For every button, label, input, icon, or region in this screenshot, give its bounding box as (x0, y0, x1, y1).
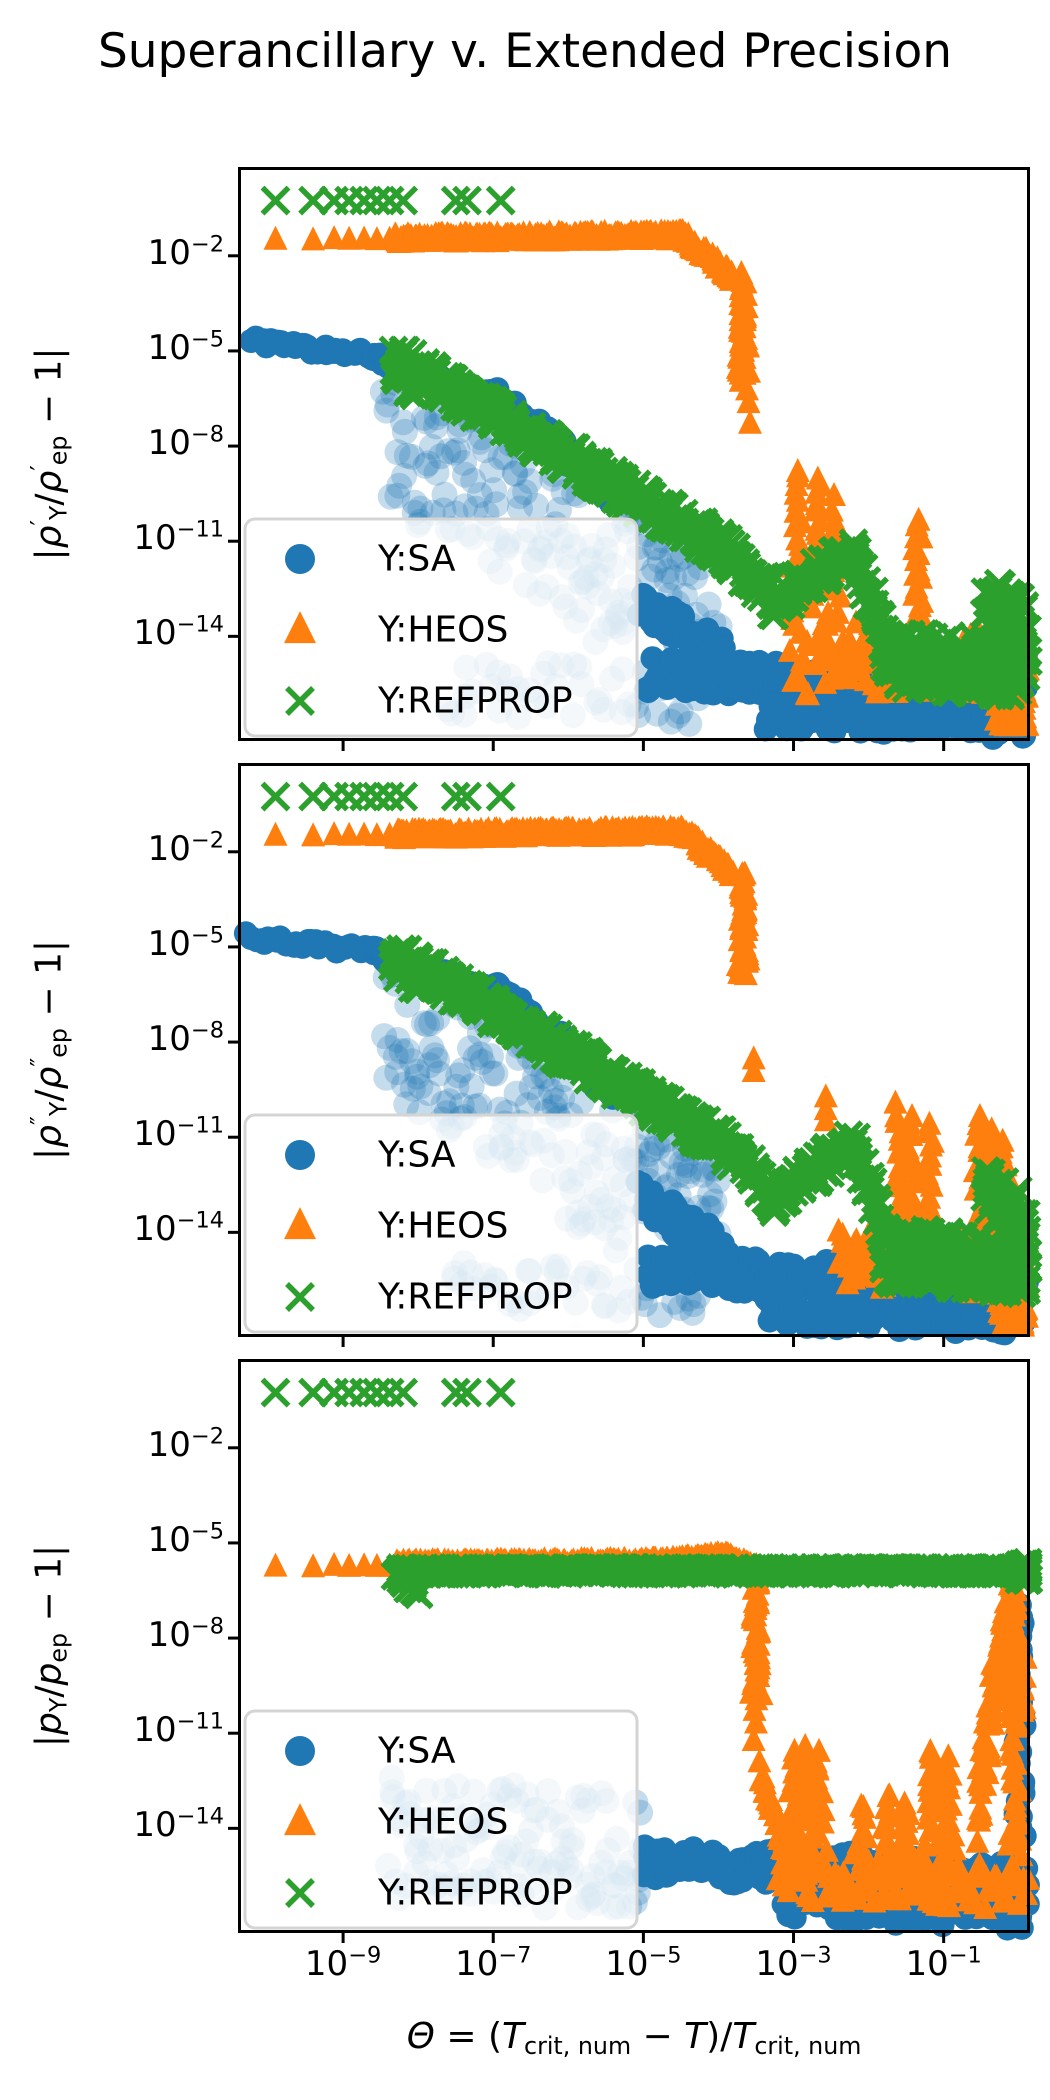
panel-saturated-liquid-density: Y:SA Y:HEOS Y:REFPROP (228, 167, 1043, 751)
x-tick-label: 10−5 (605, 1942, 682, 1984)
y-tick-label: 10−11 (133, 1708, 224, 1751)
legend-label: Y:REFPROP (377, 1277, 573, 1318)
y-tick-label: 10−8 (147, 1613, 224, 1656)
y-axis-label-saturated-liquid-density: |ρ′Y/ρ′ep − 1| (25, 347, 73, 561)
legend-marker-y-sa (285, 1736, 315, 1766)
x-tick-label: 10−3 (755, 1942, 832, 1984)
legend-label: Y:REFPROP (377, 681, 573, 722)
x-tick-label: 10−7 (455, 1942, 532, 1984)
x-tick-label: 10−1 (905, 1942, 982, 1984)
y-tick-label: 10−2 (147, 1423, 224, 1465)
y-tick-label: 10−11 (133, 1112, 224, 1155)
y-tick-label: 10−5 (147, 326, 224, 368)
y-tick-label: 10−5 (147, 1518, 224, 1560)
x-axis-label: Θ = (Tcrit, num − T)/Tcrit, num (406, 2016, 862, 2060)
panel-pressure: Y:SA Y:HEOS Y:REFPROP (228, 1359, 1044, 1943)
y-axis-label-saturated-vapor-density: |ρ″Y/ρ″ep − 1| (25, 939, 73, 1161)
legend-label: Y:HEOS (377, 1206, 508, 1247)
axes-frame (228, 167, 1030, 751)
scatter-plot-saturated-liquid-density: Y:SA Y:HEOS Y:REFPROP (228, 167, 1043, 751)
legend-marker-y-refprop (285, 686, 315, 716)
legend-label: Y:REFPROP (377, 1873, 573, 1914)
legend-box (243, 517, 639, 738)
y-tick-label: 10−5 (147, 922, 224, 964)
legend: Y:SA Y:HEOS Y:REFPROP (243, 517, 639, 738)
series-refprop (260, 185, 1043, 711)
legend-marker-y-heos (284, 611, 316, 644)
legend-marker-y-refprop (285, 1282, 315, 1312)
legend-marker-y-heos (284, 1803, 316, 1836)
legend-label: Y:HEOS (377, 1802, 508, 1843)
legend-label: Y:SA (377, 1731, 456, 1772)
y-tick-label: 10−14 (133, 612, 224, 654)
legend-marker-y-sa (285, 1140, 315, 1170)
legend-marker-y-sa (285, 544, 315, 574)
figure-title: Superancillary v. Extended Precision (97, 24, 953, 79)
scatter-plot-pressure: Y:SA Y:HEOS Y:REFPROP (228, 1359, 1044, 1943)
series-refprop (260, 781, 1043, 1309)
y-tick-label: 10−2 (147, 827, 224, 869)
x-tick-label: 10−9 (304, 1942, 382, 1984)
legend: Y:SA Y:HEOS Y:REFPROP (243, 1113, 639, 1334)
legend-box (243, 1709, 639, 1930)
scatter-plot-saturated-vapor-density: Y:SA Y:HEOS Y:REFPROP (228, 763, 1043, 1347)
legend: Y:SA Y:HEOS Y:REFPROP (243, 1709, 639, 1930)
legend-box (243, 1113, 639, 1334)
y-tick-label: 10−8 (147, 421, 224, 464)
y-tick-label: 10−2 (147, 231, 224, 273)
series-refprop (260, 1377, 1044, 1610)
legend-label: Y:HEOS (377, 610, 508, 651)
y-tick-label: 10−8 (147, 1017, 224, 1060)
legend-marker-y-refprop (285, 1878, 315, 1908)
axes-frame (228, 1359, 1030, 1943)
y-tick-label: 10−11 (133, 516, 224, 559)
y-tick-label: 10−14 (133, 1804, 224, 1846)
y-tick-label: 10−14 (133, 1208, 224, 1250)
panel-saturated-vapor-density: Y:SA Y:HEOS Y:REFPROP (228, 763, 1043, 1347)
legend-label: Y:SA (377, 539, 456, 580)
y-axis-label-pressure: |pY/pep − 1| (28, 1544, 73, 1748)
axes-frame (228, 763, 1030, 1347)
legend-label: Y:SA (377, 1135, 456, 1176)
legend-marker-y-heos (284, 1207, 316, 1240)
